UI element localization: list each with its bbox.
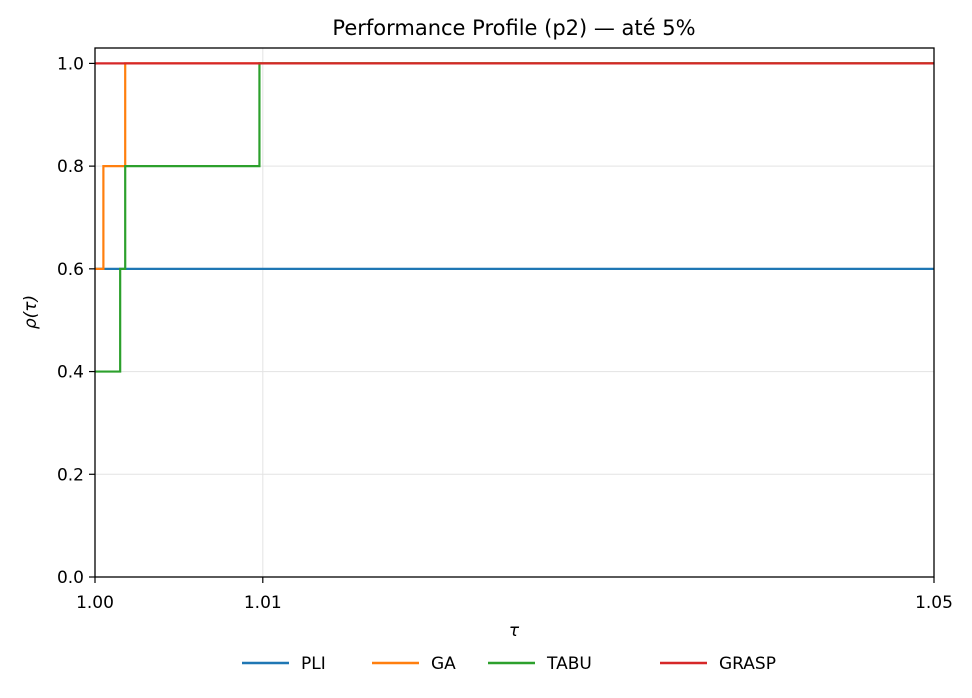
grid-lines [94, 48, 935, 578]
legend-label-grasp: GRASP [719, 654, 776, 674]
y-tick-label: 0.2 [57, 465, 84, 485]
y-tick-label: 0.6 [57, 260, 84, 280]
x-axis-ticks: 1.00 1.01 1.05 [76, 577, 953, 613]
y-axis-ticks: 0.0 0.2 0.4 0.6 0.8 1.0 [57, 54, 95, 588]
series-line-tabu [95, 62, 934, 373]
plot-frame [94, 47, 935, 578]
y-axis-label: ρ(τ) [21, 295, 41, 329]
x-tick-label: 1.05 [915, 593, 953, 613]
legend-label-pli: PLI [301, 654, 326, 674]
legend-label-ga: GA [431, 654, 456, 674]
chart-title: Performance Profile (p2) — até 5% [332, 16, 695, 40]
y-tick-label: 0.4 [57, 363, 84, 383]
legend-label-tabu: TABU [546, 654, 592, 674]
series-lines [95, 62, 934, 373]
y-tick-label: 0.0 [57, 568, 84, 588]
x-tick-label: 1.01 [244, 593, 282, 613]
y-tick-label: 1.0 [57, 54, 84, 74]
x-tick-label: 1.00 [76, 593, 114, 613]
y-tick-label: 0.8 [57, 157, 84, 177]
x-axis-label: τ [509, 621, 520, 641]
legend: PLI GA TABU GRASP [242, 654, 776, 674]
